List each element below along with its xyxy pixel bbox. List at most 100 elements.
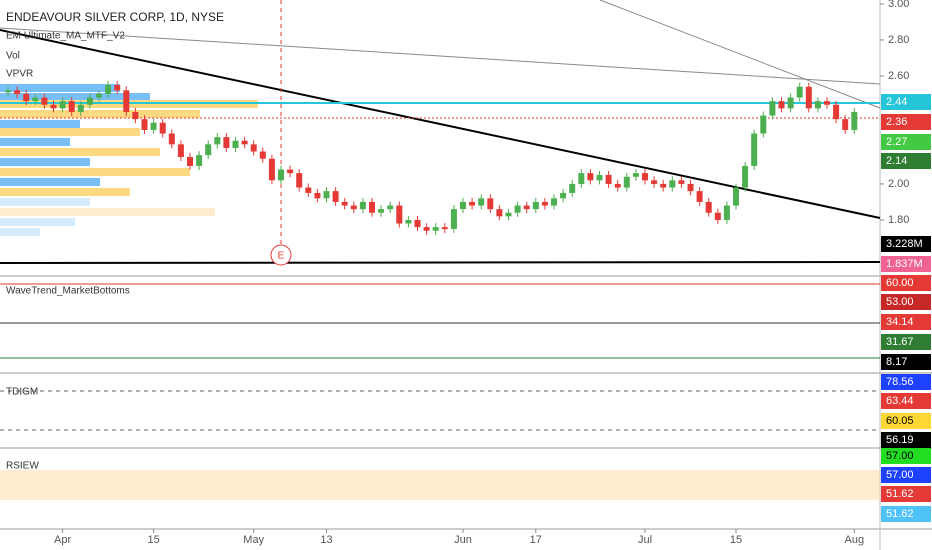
y-tick-label: 3.00: [888, 0, 909, 10]
price-label-box: [881, 413, 931, 429]
y-tick-label: 2.60: [888, 70, 909, 82]
candle: [569, 183, 576, 193]
price-label: 57.00: [886, 469, 914, 481]
price-label-box: [881, 374, 931, 390]
candle: [114, 84, 121, 91]
candle: [250, 144, 257, 152]
candle: [651, 180, 658, 184]
candle: [23, 93, 30, 102]
candle: [669, 180, 676, 188]
candle: [814, 101, 821, 109]
symbol-title: ENDEAVOUR SILVER CORP, 1D, NYSE: [6, 10, 224, 24]
price-label: 31.67: [886, 336, 914, 348]
candle: [778, 101, 785, 109]
candle: [359, 201, 366, 210]
price-label-box: [881, 486, 931, 502]
price-label: 53.00: [886, 296, 914, 308]
trend-line: [0, 27, 881, 85]
price-label: 2.14: [886, 155, 907, 167]
candle: [487, 198, 494, 210]
price-label: 57.00: [886, 450, 914, 462]
candle: [278, 169, 284, 181]
price-label-box: [881, 294, 931, 310]
candle: [68, 101, 75, 112]
volume-ma: [0, 261, 881, 264]
candle: [223, 137, 230, 148]
candle: [196, 155, 203, 166]
candle: [187, 156, 193, 166]
candle: [678, 180, 685, 184]
rsi-band: [0, 470, 880, 500]
candle: [614, 183, 621, 188]
candle: [687, 183, 694, 192]
price-label-box: [881, 393, 931, 409]
price-label: 3.228M: [886, 238, 923, 250]
price-label-box: [881, 94, 931, 110]
price-label-box: [881, 275, 931, 291]
candle: [287, 169, 294, 174]
x-tick-label: 15: [730, 534, 742, 546]
candle: [796, 86, 803, 98]
indicator-label: EM Ultimate_MA_MTF_V2: [6, 31, 125, 42]
candle: [396, 205, 403, 224]
price-label-box: [881, 354, 931, 370]
candle: [824, 101, 830, 105]
price-label-box: [881, 467, 931, 483]
price-label: 63.44: [886, 395, 914, 407]
y-tick-label: 2.00: [888, 178, 909, 190]
candle: [177, 144, 184, 157]
candle: [241, 140, 248, 145]
candle: [578, 173, 585, 184]
candle: [805, 86, 812, 109]
price-label: 2.27: [886, 136, 907, 148]
price-label-box: [881, 432, 931, 448]
candle: [450, 209, 457, 229]
x-tick-label: Jul: [638, 534, 652, 546]
candle: [541, 201, 548, 206]
candle: [378, 209, 385, 213]
price-label: 51.62: [886, 488, 914, 500]
candle: [50, 104, 57, 109]
candle: [460, 201, 466, 210]
trend-line: [0, 29, 881, 219]
candle: [478, 198, 485, 206]
candle: [159, 122, 166, 134]
candle: [96, 93, 102, 98]
price-label-box: [881, 256, 931, 272]
event-marker-label[interactable]: E: [278, 251, 285, 262]
x-tick-label: 15: [147, 534, 159, 546]
candle: [32, 97, 39, 102]
candle: [714, 212, 721, 220]
price-label: 60.05: [886, 415, 914, 427]
candle: [14, 90, 21, 94]
candle: [560, 192, 567, 199]
candle: [214, 137, 221, 145]
candle: [332, 191, 339, 202]
candle: [123, 90, 130, 112]
candle: [323, 191, 330, 199]
indicator-label: Vol: [6, 51, 20, 62]
pane-label: RSIEW: [6, 461, 39, 472]
candle: [168, 133, 175, 145]
candle: [496, 209, 503, 217]
price-label-box: [881, 236, 931, 252]
trend-line: [599, 0, 881, 109]
price-label-box: [881, 114, 931, 130]
candle: [5, 90, 11, 93]
candle: [441, 227, 448, 230]
candle: [842, 119, 849, 130]
pane-label: TDIGM: [6, 387, 38, 398]
candle: [642, 173, 648, 181]
candle: [132, 111, 139, 120]
candle: [469, 201, 476, 206]
candle: [532, 201, 539, 210]
candle: [587, 173, 594, 181]
candle: [705, 201, 712, 213]
candle: [268, 158, 275, 181]
event-marker[interactable]: [270, 244, 292, 266]
candle: [632, 173, 639, 177]
candle: [150, 122, 157, 130]
y-tick-label: 1.80: [888, 214, 909, 226]
candle: [733, 187, 739, 206]
